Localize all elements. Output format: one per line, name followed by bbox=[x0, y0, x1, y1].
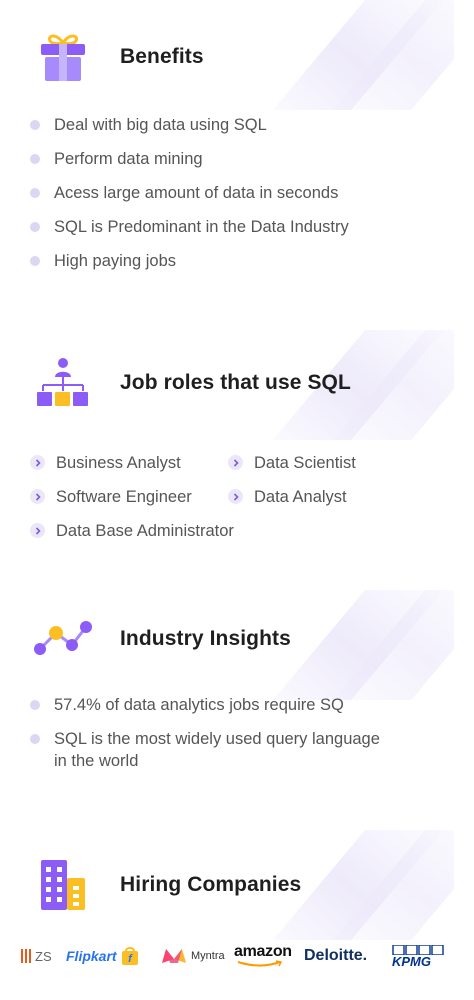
benefits-list: Deal with big data using SQL Perform dat… bbox=[30, 114, 349, 284]
benefits-header: Benefits bbox=[34, 28, 204, 86]
list-item: Business Analyst bbox=[30, 452, 181, 474]
kpmg-logo: KPMG bbox=[392, 942, 444, 970]
list-item: Deal with big data using SQL bbox=[30, 114, 349, 136]
list-item: Acess large amount of data in seconds bbox=[30, 182, 349, 204]
list-item: Data Analyst bbox=[228, 486, 347, 508]
insights-header: Industry Insights bbox=[34, 610, 291, 668]
zs-logo: ZS bbox=[20, 942, 52, 970]
list-item: SQL is Predominant in the Data Industry bbox=[30, 216, 349, 238]
building-icon bbox=[34, 856, 92, 914]
hiring-title: Hiring Companies bbox=[120, 873, 302, 896]
list-item: High paying jobs bbox=[30, 250, 349, 272]
job-roles-section: Job roles that use SQL Business Analyst … bbox=[0, 330, 474, 560]
list-item: Data Base Administrator bbox=[30, 520, 234, 542]
chevron-right-icon bbox=[228, 455, 243, 470]
amazon-logo: amazon bbox=[234, 942, 292, 970]
chevron-right-icon bbox=[30, 523, 45, 538]
chevron-right-icon bbox=[228, 489, 243, 504]
list-item: 57.4% of data analytics jobs require SQ bbox=[30, 694, 430, 716]
flipkart-bag-icon: f bbox=[121, 947, 138, 965]
list-item: Data Scientist bbox=[228, 452, 356, 474]
list-item: Software Engineer bbox=[30, 486, 192, 508]
list-item: SQL is the most widely used query langua… bbox=[30, 728, 390, 772]
hiring-header: Hiring Companies bbox=[34, 856, 301, 914]
hiring-section: Hiring Companies ZS Flipkart f Myntra bbox=[0, 830, 474, 1000]
amazon-smile-icon bbox=[237, 960, 283, 967]
chevron-right-icon bbox=[30, 455, 45, 470]
benefits-title: Benefits bbox=[120, 45, 204, 68]
list-item: Perform data mining bbox=[30, 148, 349, 170]
insights-list: 57.4% of data analytics jobs require SQ … bbox=[30, 694, 430, 784]
company-logos: ZS Flipkart f Myntra amazon bbox=[20, 942, 460, 972]
chevron-right-icon bbox=[30, 489, 45, 504]
job-roles-title: Job roles that use SQL bbox=[120, 371, 351, 394]
myntra-logo: Myntra bbox=[160, 942, 225, 970]
insights-title: Industry Insights bbox=[120, 627, 291, 650]
benefits-section: Benefits Deal with big data using SQL Pe… bbox=[0, 0, 474, 300]
org-chart-icon bbox=[34, 354, 92, 412]
svg-text:f: f bbox=[128, 953, 133, 965]
chart-nodes-icon bbox=[34, 610, 92, 668]
flipkart-logo: Flipkart f bbox=[66, 942, 140, 970]
insights-section: Industry Insights 57.4% of data analytic… bbox=[0, 590, 474, 790]
decorative-stripes bbox=[254, 0, 454, 110]
gift-icon bbox=[34, 28, 92, 86]
deloitte-logo: Deloitte. bbox=[304, 947, 368, 964]
job-roles-header: Job roles that use SQL bbox=[34, 354, 351, 412]
